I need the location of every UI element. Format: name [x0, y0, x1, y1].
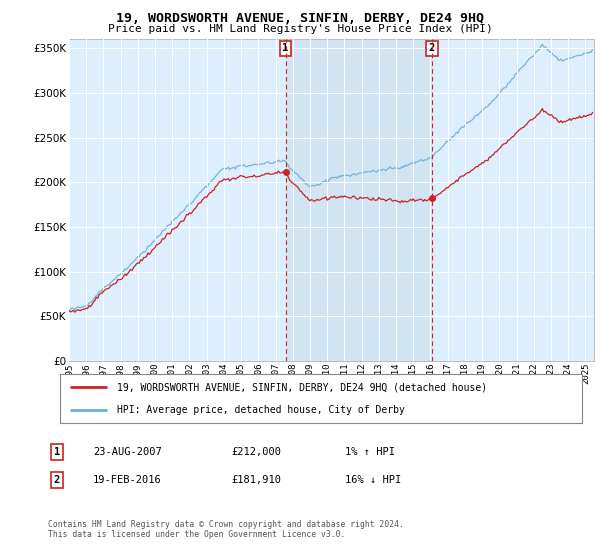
Text: 2: 2 [54, 475, 60, 485]
Bar [286, 39, 432, 361]
Text: 16% ↓ HPI: 16% ↓ HPI [345, 475, 401, 485]
Text: 23-AUG-2007: 23-AUG-2007 [93, 447, 162, 457]
Text: 19-FEB-2016: 19-FEB-2016 [93, 475, 162, 485]
Text: 1% ↑ HPI: 1% ↑ HPI [345, 447, 395, 457]
Text: 19, WORDSWORTH AVENUE, SINFIN, DERBY, DE24 9HQ: 19, WORDSWORTH AVENUE, SINFIN, DERBY, DE… [116, 12, 484, 25]
Text: Contains HM Land Registry data © Crown copyright and database right 2024.
This d: Contains HM Land Registry data © Crown c… [48, 520, 404, 539]
Text: 2: 2 [429, 43, 435, 53]
Text: £212,000: £212,000 [231, 447, 281, 457]
Text: HPI: Average price, detached house, City of Derby: HPI: Average price, detached house, City… [118, 405, 405, 416]
Text: £181,910: £181,910 [231, 475, 281, 485]
Text: 1: 1 [54, 447, 60, 457]
Text: 19, WORDSWORTH AVENUE, SINFIN, DERBY, DE24 9HQ (detached house): 19, WORDSWORTH AVENUE, SINFIN, DERBY, DE… [118, 382, 488, 393]
Text: 1: 1 [283, 43, 289, 53]
Text: Price paid vs. HM Land Registry's House Price Index (HPI): Price paid vs. HM Land Registry's House … [107, 24, 493, 34]
